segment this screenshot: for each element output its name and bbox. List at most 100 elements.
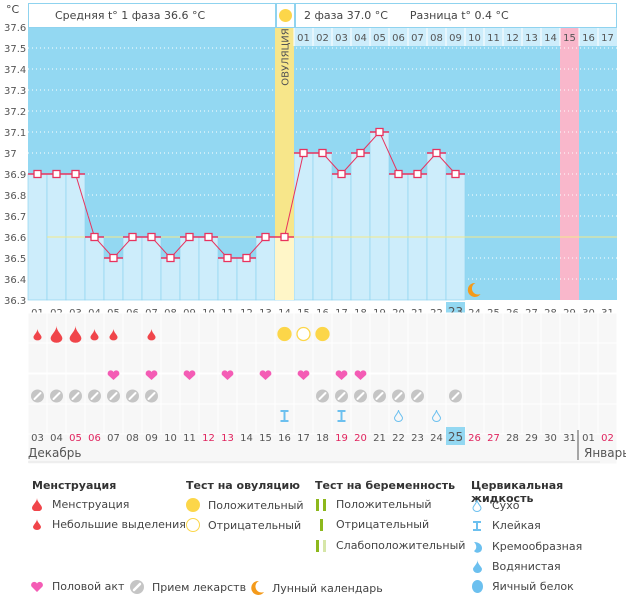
calendar-date-label: 18 xyxy=(316,433,329,444)
phase2-day-label: 07 xyxy=(411,33,424,44)
calendar-date-label: 28 xyxy=(506,433,519,444)
temperature-point xyxy=(432,148,441,158)
legend-cervical-title: Цервикальная жидкость xyxy=(471,479,564,505)
sticky-icon xyxy=(468,520,486,532)
pill-stripe xyxy=(451,392,460,400)
temperature-point xyxy=(147,232,156,242)
two-lines-icon xyxy=(312,498,330,511)
ovulation-header xyxy=(276,3,295,28)
phase2-day-label: 05 xyxy=(373,33,386,44)
heart-icon xyxy=(354,370,367,380)
temperature-point xyxy=(394,169,403,179)
pill-stripe xyxy=(52,392,61,400)
bbt-chart: 37.6 37.5 37.4 37.3 37.2 37.1 37 36.9 36.8 36.7 36… xyxy=(4,23,618,465)
temperature-difference: Разница t° 0.4 °C xyxy=(409,9,509,22)
pill-stripe xyxy=(147,392,156,400)
temperature-point xyxy=(299,148,308,158)
calendar-date-label: 11 xyxy=(183,433,196,444)
filled-circle-icon xyxy=(184,498,202,512)
faint-lines-icon xyxy=(312,539,330,552)
temperature-point xyxy=(185,232,194,242)
legend-item-cervical-eggwhite: Яичный белок xyxy=(468,580,574,593)
temperature-bar xyxy=(350,152,371,301)
temperature-bar xyxy=(369,131,390,301)
phase2-day-label: 01 xyxy=(297,33,310,44)
legend-item-medication: Прием лекарств xyxy=(128,580,246,594)
phase1-summary: Средняя t° 1 фаза 36.6 °C xyxy=(28,3,276,28)
y-tick-label: 36.4 xyxy=(4,275,26,286)
legend-item-moon: Лунный календарь xyxy=(248,580,383,596)
temperature-point xyxy=(90,232,99,242)
temperature-point xyxy=(242,253,251,263)
spotting-icon xyxy=(109,328,118,341)
month-label-december: Декабрь xyxy=(28,446,82,460)
y-tick-label: 37.6 xyxy=(4,23,26,34)
calendar-date-label: 27 xyxy=(487,433,500,444)
calendar-date-label: 31 xyxy=(563,433,576,444)
legend-menstruation-title: Менструация xyxy=(32,479,117,492)
calendar-date-label: 20 xyxy=(354,433,367,444)
phase2-day-label: 14 xyxy=(544,33,557,44)
heart-icon xyxy=(335,370,348,380)
temperature-bar xyxy=(103,257,124,301)
phase2-day-label: 11 xyxy=(487,33,500,44)
y-tick-label: 37.4 xyxy=(4,65,26,76)
heart-icon xyxy=(259,370,272,380)
calendar-date-label: 16 xyxy=(278,433,291,444)
symbol-row-bg xyxy=(27,342,618,374)
calendar-date-label: 15 xyxy=(259,433,272,444)
heart-icon xyxy=(107,370,120,380)
temperature-point xyxy=(356,148,365,158)
y-tick-label: 36.5 xyxy=(4,254,26,265)
pill-stripe xyxy=(90,392,99,400)
temperature-bar xyxy=(122,236,143,301)
calendar-date-label: 07 xyxy=(107,433,120,444)
ovulation-test-positive-icon xyxy=(277,326,292,342)
symbol-row-bg xyxy=(27,403,618,435)
calendar-date-label: 03 xyxy=(31,433,44,444)
pill-stripe xyxy=(128,392,137,400)
legend-ovulation-test-title: Тест на овуляцию xyxy=(186,479,300,492)
pill-stripe xyxy=(413,392,422,400)
temperature-bar xyxy=(426,152,447,301)
y-tick-label: 36.9 xyxy=(4,170,26,181)
calendar-date-label: 25 xyxy=(448,430,463,444)
y-tick-label: 37.1 xyxy=(4,128,26,139)
temperature-point xyxy=(71,169,80,179)
calendar-date-label: 13 xyxy=(221,433,234,444)
temperature-point xyxy=(280,232,289,242)
one-line-icon xyxy=(312,518,330,531)
pill-stripe xyxy=(394,392,403,400)
ovulation-column-top xyxy=(275,27,294,237)
heart-icon xyxy=(145,370,158,380)
legend-item-cervical-watery: Водянистая xyxy=(468,560,561,573)
legend-item-cervical-sticky: Клейкая xyxy=(468,519,541,532)
legend-item-pregnancy-weak: Слабоположительный xyxy=(312,539,465,552)
pill-stripe xyxy=(375,392,384,400)
temperature-bar xyxy=(312,152,333,301)
phase2-day-label: 02 xyxy=(316,33,329,44)
legend-item-spotting: Небольшие выделения xyxy=(28,518,186,531)
blood-drop-large-icon xyxy=(28,498,46,511)
calendar-date-label: 23 xyxy=(411,433,424,444)
temperature-bar xyxy=(179,236,200,301)
legend-item-ovulation-positive: Положительный xyxy=(184,498,304,512)
heart-icon xyxy=(297,370,310,380)
calendar-date-label: 02 xyxy=(601,433,614,444)
ovulation-label: ОВУЛЯЦИЯ xyxy=(281,28,292,86)
y-tick-label: 36.3 xyxy=(4,296,26,307)
calendar-date-label: 29 xyxy=(525,433,538,444)
blood-drop-small-icon xyxy=(28,519,46,530)
y-tick-label: 36.7 xyxy=(4,212,26,223)
pill-stripe xyxy=(33,392,42,400)
phase2-day-strip xyxy=(294,27,617,46)
legend-pregnancy-test-title: Тест на беременность xyxy=(315,479,456,492)
y-tick-label: 37.3 xyxy=(4,86,26,97)
calendar-date-label: 10 xyxy=(164,433,177,444)
ovulation-test-negative-icon xyxy=(296,326,311,342)
temperature-bar xyxy=(198,236,219,301)
phase2-day-label: 15 xyxy=(563,33,576,44)
spotting-icon xyxy=(33,328,42,341)
y-tick-label: 37 xyxy=(4,149,17,160)
calendar-date-label: 19 xyxy=(335,433,348,444)
